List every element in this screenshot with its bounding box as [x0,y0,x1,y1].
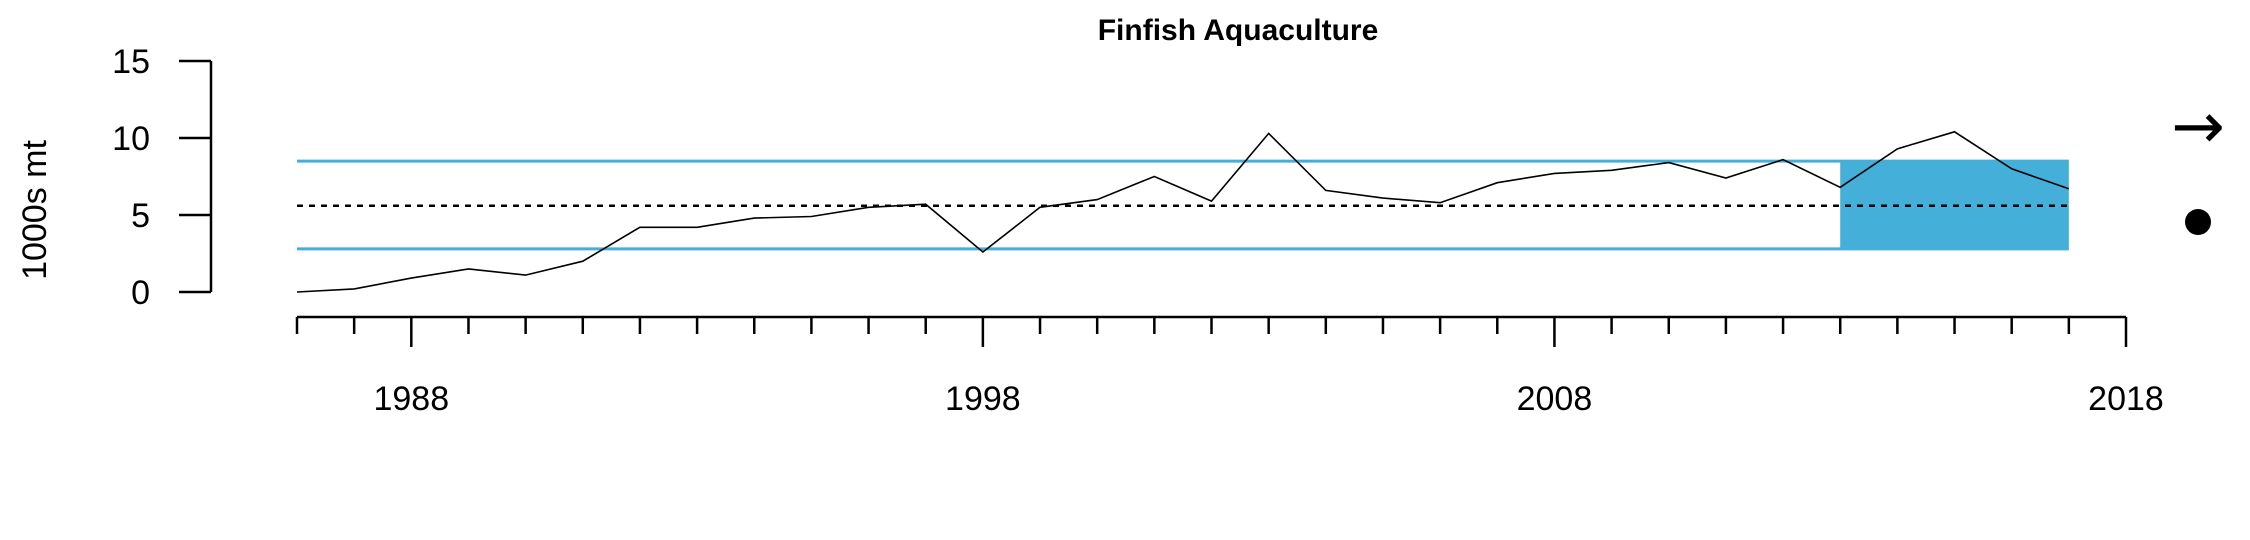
y-tick-label: 10 [112,120,150,158]
y-tick-label: 5 [131,197,150,235]
y-tick-label: 15 [112,43,150,81]
series-line [296,130,2070,293]
y-tick-label: 0 [131,274,150,312]
x-axis: 1988 1998 2008 2018 [295,315,2164,418]
x-tick-label: 1988 [373,380,449,418]
x-tick-label: 2008 [1517,380,1593,418]
x-tick-label: 1998 [945,380,1021,418]
series-line-group [296,130,2070,293]
chart-title: Finfish Aquaculture [1098,14,1379,47]
y-axis: 0 5 10 15 [112,43,213,312]
y-axis-label: 1000s mt [16,140,54,280]
reference-lines [297,159,2069,251]
trend-arrow-icon: → [2171,90,2225,164]
x-tick-label: 2018 [2088,380,2164,418]
status-dot-icon [2185,209,2211,235]
